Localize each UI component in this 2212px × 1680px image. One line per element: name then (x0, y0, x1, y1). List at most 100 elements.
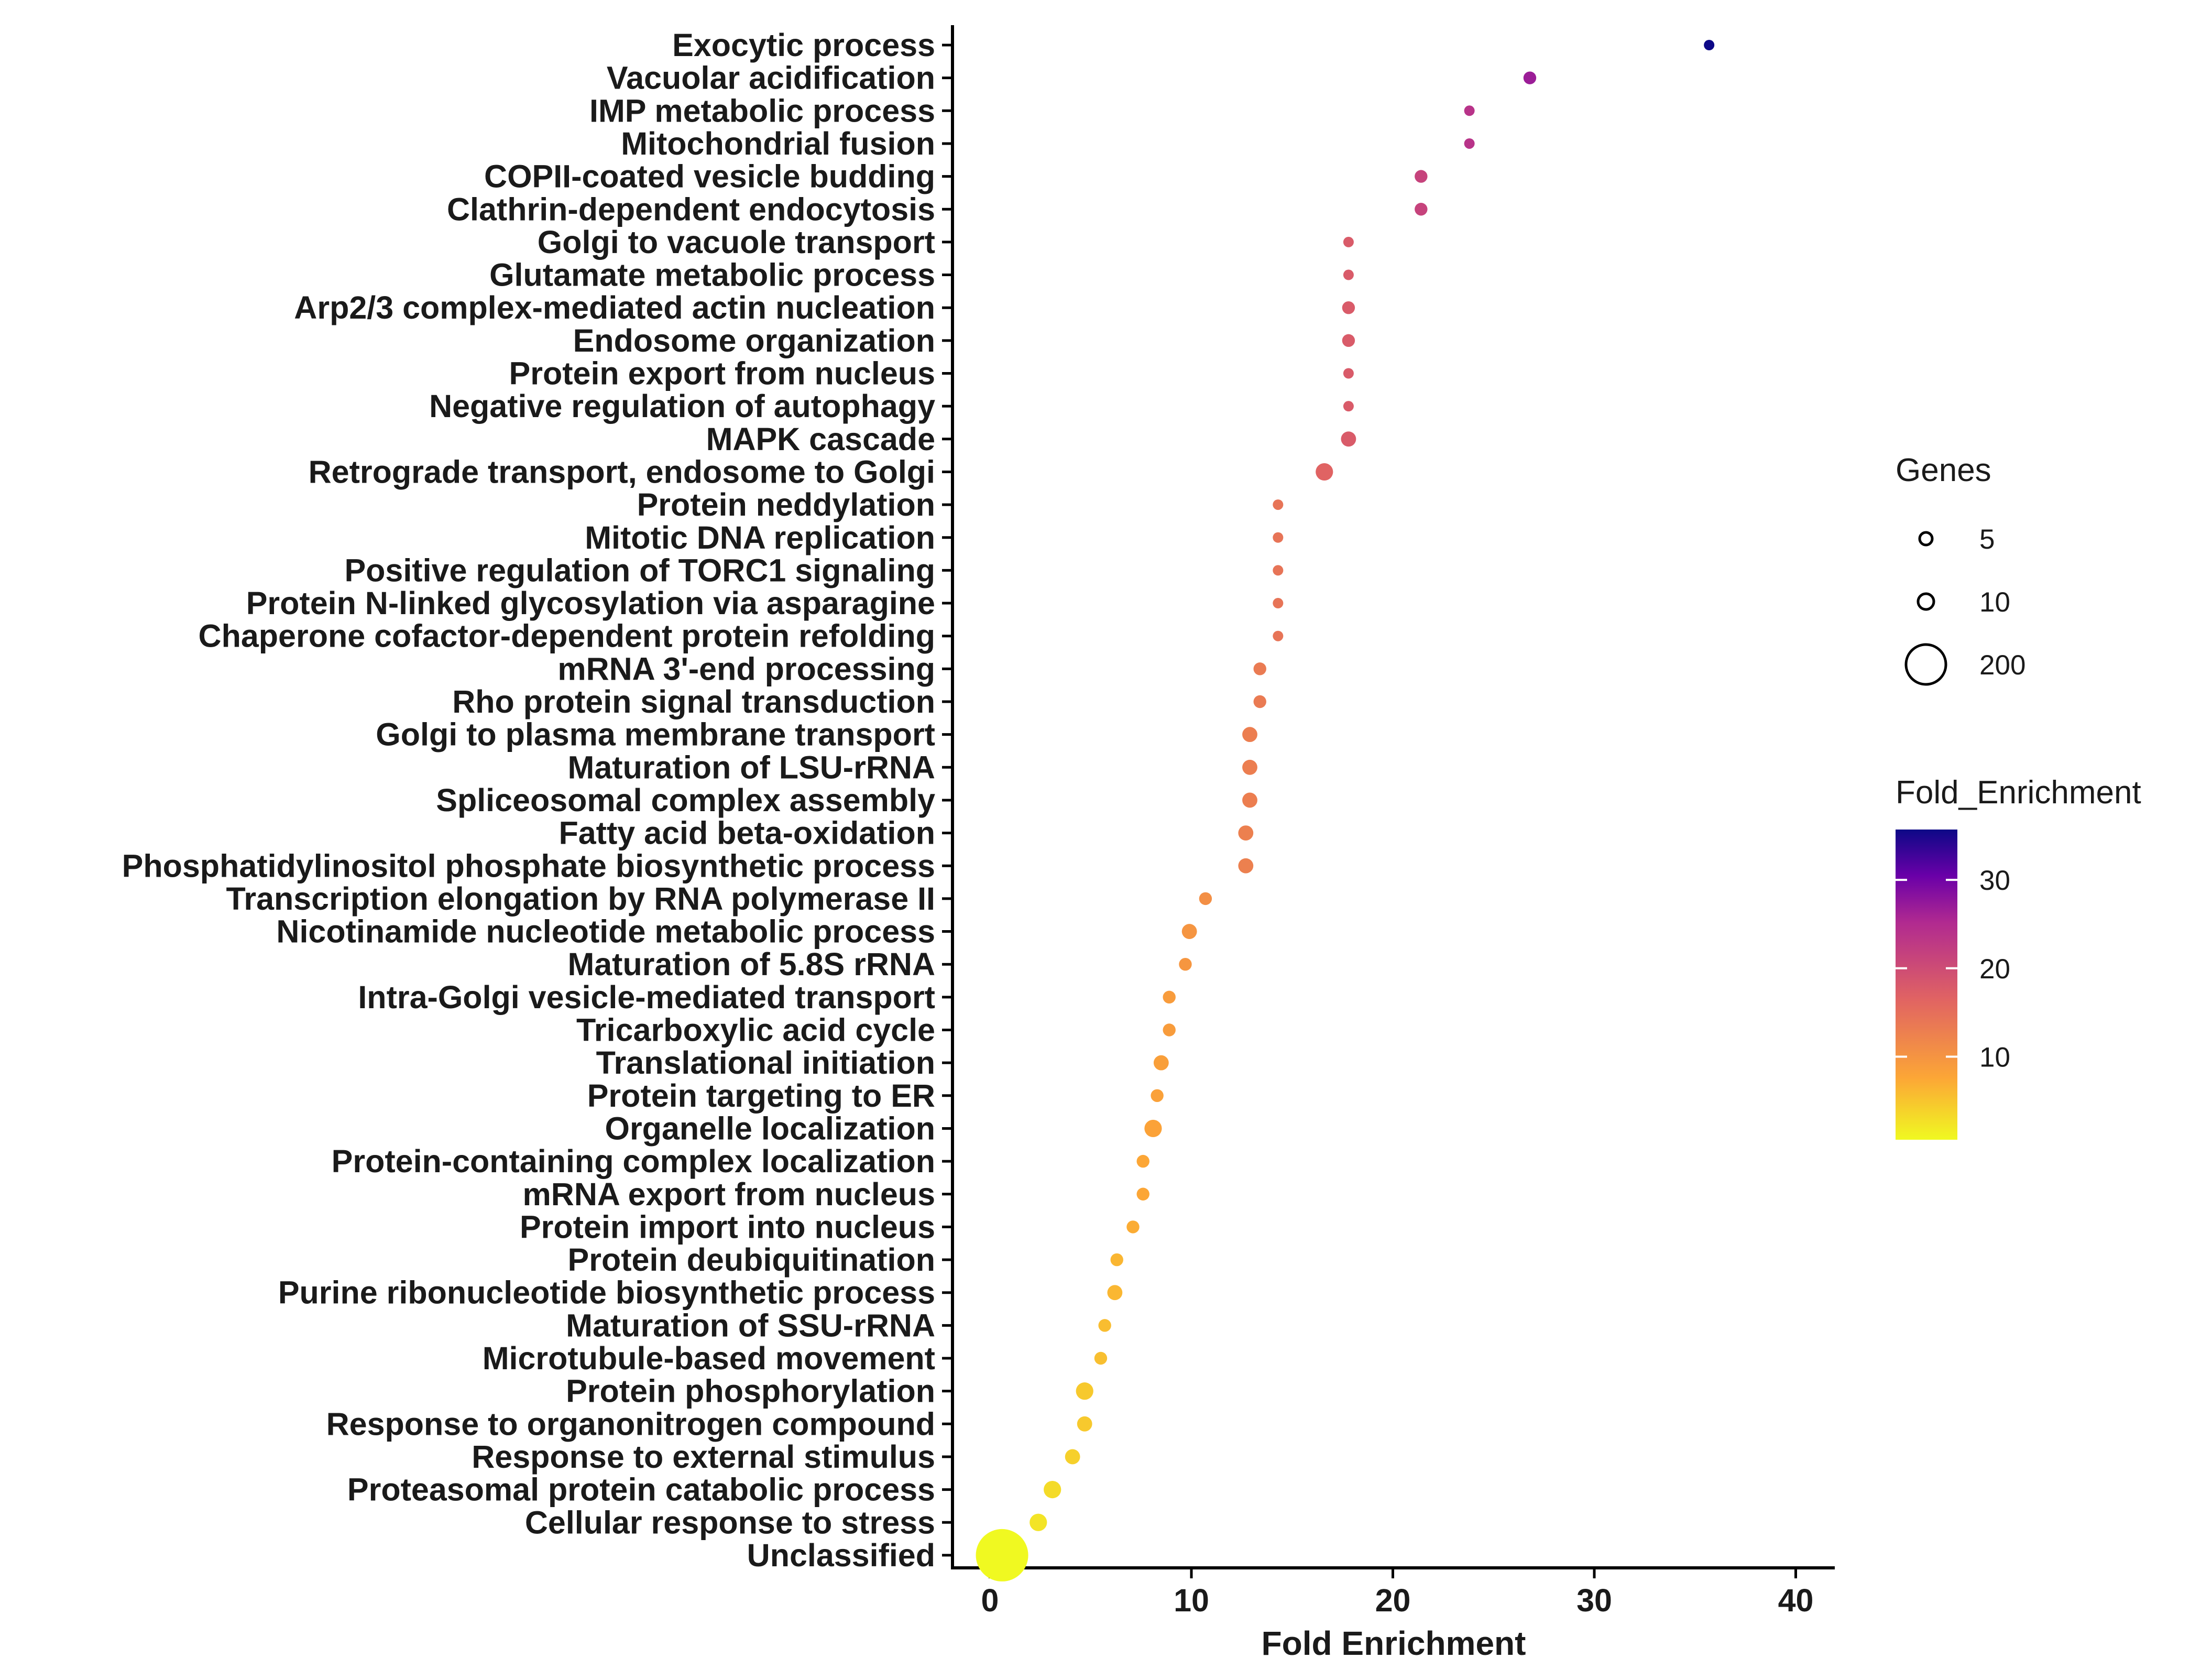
y-tick-label: Maturation of LSU-rRNA (568, 749, 935, 785)
color-legend-label: 30 (1979, 865, 2010, 896)
y-tick-label: Unclassified (747, 1537, 935, 1573)
data-point (1273, 598, 1284, 609)
y-tick-label: Maturation of 5.8S rRNA (567, 946, 935, 982)
x-tick-label: 40 (1778, 1583, 1814, 1618)
y-tick-label: Vacuolar acidification (607, 60, 935, 96)
data-point (1342, 301, 1355, 314)
y-tick-label: Spliceosomal complex assembly (436, 782, 935, 818)
y-tick-label: Chaperone cofactor-dependent protein ref… (199, 618, 935, 654)
data-point (1077, 1416, 1092, 1432)
y-tick-label: Protein phosphorylation (566, 1373, 935, 1409)
data-point (1242, 727, 1257, 743)
data-point (1253, 695, 1266, 708)
data-point (1153, 1055, 1169, 1071)
y-tick-label: Protein targeting to ER (587, 1078, 935, 1114)
color-legend-label: 10 (1979, 1042, 2010, 1073)
data-point (1065, 1449, 1080, 1465)
size-legend-key (1904, 643, 1947, 686)
data-point (1273, 532, 1284, 543)
y-tick-label: Mitotic DNA replication (585, 520, 935, 555)
data-point (1044, 1481, 1061, 1499)
data-point (1253, 662, 1266, 675)
y-tick-label: Response to external stimulus (472, 1439, 935, 1475)
data-point (1136, 1154, 1149, 1168)
data-point (1030, 1513, 1047, 1531)
data-point (1094, 1351, 1108, 1365)
y-tick-label: Microtubule-based movement (483, 1340, 935, 1376)
y-tick-label: Negative regulation of autophagy (429, 388, 935, 424)
y-tick-label: Golgi to plasma membrane transport (376, 717, 935, 752)
y-tick-label: Cellular response to stress (525, 1504, 935, 1540)
data-point (1415, 203, 1428, 216)
data-point (1341, 431, 1356, 447)
genes-size-legend: Genes 5 10 200 (1896, 452, 2025, 686)
size-legend-key (1917, 592, 1935, 611)
data-point (1343, 236, 1354, 247)
size-legend-label: 10 (1979, 587, 2010, 618)
y-tick-label: Arp2/3 complex-mediated actin nucleation (294, 290, 935, 325)
size-legend-key (1918, 531, 1934, 547)
x-axis-ticks: 0 10 20 30 40 (981, 1568, 1814, 1618)
data-point (976, 1529, 1028, 1581)
data-point (1163, 1023, 1176, 1037)
data-point (1151, 1089, 1164, 1102)
y-tick-label: Intra-Golgi vesicle-mediated transport (358, 979, 935, 1015)
y-tick-label: Protein-containing complex localization (332, 1143, 935, 1179)
data-point (1238, 825, 1254, 841)
color-bar (1896, 830, 1957, 1140)
data-point (1464, 138, 1475, 149)
y-tick-label: Protein import into nucleus (520, 1209, 935, 1245)
y-axis-ticks (942, 43, 952, 1557)
y-tick-label: Golgi to vacuole transport (538, 224, 935, 260)
y-tick-label: Translational initiation (596, 1045, 935, 1081)
y-tick-label: Tricarboxylic acid cycle (576, 1012, 935, 1048)
x-tick-label: 30 (1576, 1583, 1612, 1618)
size-legend-label: 5 (1979, 524, 1995, 555)
y-tick-label: Retrograde transport, endosome to Golgi (309, 454, 935, 489)
data-point (1163, 990, 1176, 1004)
data-point (1126, 1220, 1140, 1234)
color-legend-title: Fold_Enrichment (1896, 774, 2141, 811)
y-tick-label: MAPK cascade (706, 421, 935, 457)
data-point (1199, 892, 1212, 906)
data-point (1179, 958, 1192, 971)
data-point (1273, 499, 1284, 510)
y-tick-label: Clathrin-dependent endocytosis (447, 191, 935, 227)
fold-enrichment-color-legend: Fold_Enrichment 10 20 30 (1896, 774, 2141, 1140)
data-point (1181, 924, 1197, 939)
data-point (1316, 463, 1333, 481)
x-tick-label: 0 (981, 1583, 999, 1618)
y-tick-label: Glutamate metabolic process (489, 257, 935, 293)
y-tick-label: Phosphatidylinositol phosphate biosynthe… (122, 848, 935, 883)
y-tick-label: Protein deubiquitination (568, 1242, 935, 1278)
y-tick-label: Transcription elongation by RNA polymera… (226, 881, 935, 917)
y-tick-label: Exocytic process (672, 27, 935, 63)
data-point (1110, 1253, 1123, 1267)
y-tick-label: Protein N-linked glycosylation via aspar… (246, 585, 935, 621)
data-point (1242, 759, 1257, 775)
data-point (1343, 269, 1354, 280)
data-point (1273, 565, 1284, 576)
y-tick-label: IMP metabolic process (589, 93, 935, 128)
data-point (1342, 334, 1355, 347)
genes-legend-title: Genes (1896, 452, 1991, 488)
color-legend-label: 20 (1979, 954, 2010, 985)
x-tick-label: 10 (1174, 1583, 1209, 1618)
y-tick-label: Mitochondrial fusion (621, 126, 935, 161)
y-tick-label: Organelle localization (605, 1110, 936, 1146)
y-tick-label: Protein export from nucleus (509, 356, 935, 391)
y-tick-label: mRNA 3'-end processing (557, 651, 935, 686)
y-tick-label: Response to organonitrogen compound (326, 1406, 935, 1442)
data-point (1144, 1119, 1162, 1138)
data-point (1242, 792, 1257, 808)
y-tick-label: Purine ribonucleotide biosynthetic proce… (278, 1275, 935, 1311)
y-tick-label: Nicotinamide nucleotide metabolic proces… (276, 914, 935, 950)
y-tick-label: Positive regulation of TORC1 signaling (344, 552, 935, 588)
y-tick-label: Rho protein signal transduction (452, 684, 935, 719)
data-point (1273, 630, 1284, 641)
data-point (1343, 368, 1354, 379)
y-tick-label: Proteasomal protein catabolic process (347, 1472, 935, 1508)
